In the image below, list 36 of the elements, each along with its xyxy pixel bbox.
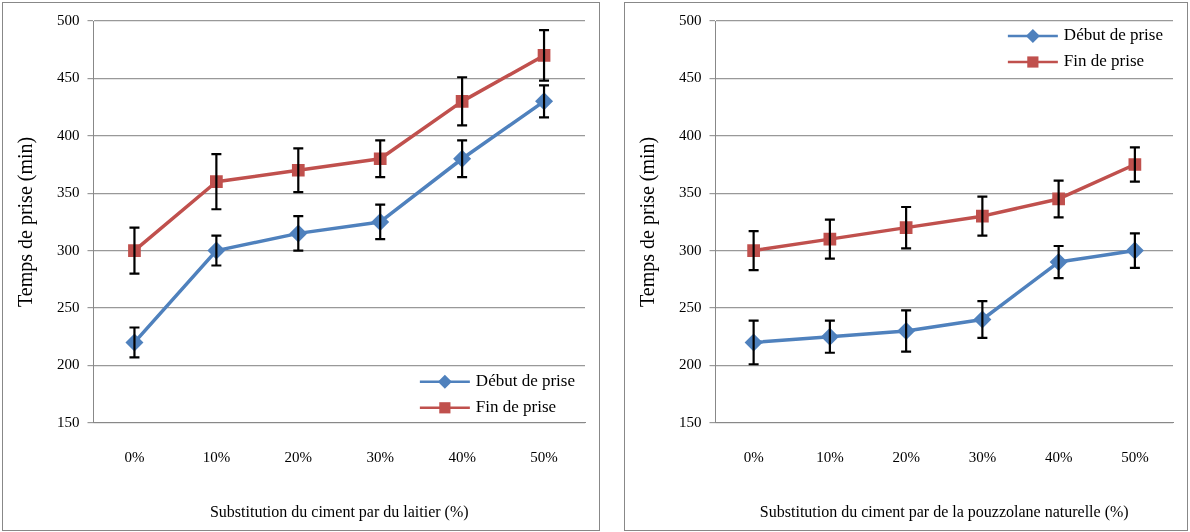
y-tick-label: 200 [57, 356, 80, 373]
y-tick-label: 150 [679, 413, 702, 430]
x-tick-label: 20% [284, 448, 313, 465]
x-tick-label: 0% [743, 448, 764, 465]
legend-label: Début de prise [1063, 25, 1163, 45]
y-tick-label: 400 [679, 126, 702, 143]
x-axis-title: Substitution du ciment par du laitier (%) [209, 502, 469, 521]
y-tick-label: 350 [679, 184, 702, 201]
y-tick-label: 400 [57, 126, 80, 143]
y-axis-title: Temps de prise (min) [14, 136, 38, 308]
y-tick-label: 450 [679, 69, 702, 86]
y-tick-label: 500 [57, 11, 80, 28]
x-tick-label: 30% [366, 448, 394, 465]
y-tick-label: 200 [679, 356, 702, 373]
x-tick-label: 30% [968, 448, 997, 465]
x-axis-title: Substitution du ciment par de la pouzzolane naturelle (%) [759, 502, 1129, 521]
y-tick-label: 250 [679, 298, 702, 315]
y-axis-title: Temps de prise (min) [636, 136, 660, 308]
x-tick-label: 50% [1121, 448, 1149, 465]
x-tick-label: 40% [1044, 448, 1073, 465]
y-tick-label: 250 [57, 298, 80, 315]
x-tick-label: 10% [816, 448, 844, 465]
legend-label: Début de prise [475, 371, 575, 391]
x-tick-label: 0% [124, 448, 145, 465]
legend-label: Fin de prise [475, 397, 557, 417]
x-tick-label: 10% [202, 448, 231, 465]
y-tick-label: 150 [57, 413, 80, 430]
y-tick-label: 500 [679, 11, 702, 28]
x-tick-label: 20% [892, 448, 920, 465]
y-tick-label: 300 [679, 241, 702, 258]
legend-label: Fin de prise [1063, 51, 1145, 71]
y-tick-label: 450 [57, 69, 80, 86]
x-tick-label: 40% [448, 448, 476, 465]
y-tick-label: 350 [57, 184, 80, 201]
x-tick-label: 50% [530, 448, 558, 465]
y-tick-label: 300 [57, 241, 80, 258]
